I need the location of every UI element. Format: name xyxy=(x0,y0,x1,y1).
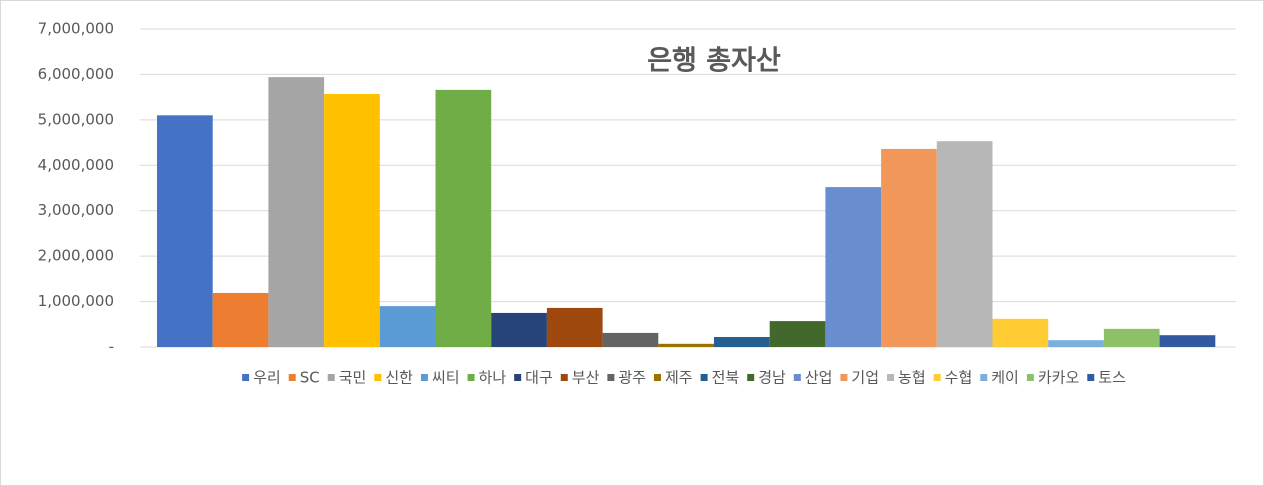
legend-marker xyxy=(288,374,296,381)
legend-marker xyxy=(700,374,708,381)
y-tick-label: 1,000,000 xyxy=(38,292,114,310)
legend-label: 토스 xyxy=(1098,369,1126,387)
bar xyxy=(379,306,436,347)
legend-label: 기업 xyxy=(851,369,879,387)
legend-marker xyxy=(933,374,941,381)
legend-label: 씨티 xyxy=(432,369,460,387)
legend-marker xyxy=(1087,374,1095,381)
legend-marker xyxy=(242,374,250,381)
chart-title: 은행 총자산 xyxy=(647,46,781,77)
legend-label: 대구 xyxy=(525,369,553,387)
y-tick-label: 7,000,000 xyxy=(38,20,114,38)
legend-label: 우리 xyxy=(253,369,281,387)
bar xyxy=(714,337,770,347)
y-tick-label: - xyxy=(109,338,114,356)
bar xyxy=(992,318,1049,347)
y-tick-label: 2,000,000 xyxy=(38,247,114,265)
bar xyxy=(324,93,380,347)
legend-label: 농협 xyxy=(898,369,926,387)
legend-label: 하나 xyxy=(479,369,507,387)
bar xyxy=(602,332,659,347)
legend-marker xyxy=(607,374,615,381)
legend-marker xyxy=(1026,374,1034,381)
legend-marker xyxy=(327,374,335,381)
bar xyxy=(212,292,269,347)
legend-marker xyxy=(980,374,988,381)
bar xyxy=(936,141,993,347)
bar xyxy=(491,312,547,347)
bar xyxy=(546,307,603,347)
bar xyxy=(825,187,882,347)
legend-label: 산업 xyxy=(805,369,833,387)
legend-marker xyxy=(747,374,755,381)
bar xyxy=(881,148,937,347)
bar xyxy=(658,343,714,347)
legend-label: 광주 xyxy=(618,369,646,387)
y-tick-label: 4,000,000 xyxy=(38,156,114,174)
bar xyxy=(1159,335,1216,347)
legend-marker xyxy=(467,374,475,381)
legend-marker xyxy=(420,374,428,381)
legend-marker xyxy=(653,374,661,381)
legend-label: 경남 xyxy=(758,369,786,387)
legend-label: 부산 xyxy=(572,369,600,387)
legend-label: SC xyxy=(300,369,320,387)
legend-label: 신한 xyxy=(385,369,413,387)
legend-marker xyxy=(374,374,382,381)
legend-label: 제주 xyxy=(665,369,693,387)
legend-marker xyxy=(887,374,895,381)
legend-marker xyxy=(560,374,568,381)
legend-label: 케이 xyxy=(991,369,1019,387)
legend-label: 전북 xyxy=(712,369,740,387)
bar xyxy=(769,321,826,347)
bar xyxy=(1048,340,1104,347)
bar xyxy=(435,89,492,348)
legend-marker xyxy=(514,374,522,381)
legend-label: 수협 xyxy=(945,369,973,387)
legend-label: 국민 xyxy=(339,369,367,387)
y-tick-label: 6,000,000 xyxy=(38,65,114,83)
bar xyxy=(268,77,325,347)
legend-marker xyxy=(793,374,801,381)
legend-marker xyxy=(840,374,848,381)
bar xyxy=(157,115,213,347)
legend-label: 카카오 xyxy=(1038,369,1080,387)
bar xyxy=(1103,328,1160,347)
y-tick-label: 3,000,000 xyxy=(38,201,114,219)
y-tick-label: 5,000,000 xyxy=(38,110,114,128)
